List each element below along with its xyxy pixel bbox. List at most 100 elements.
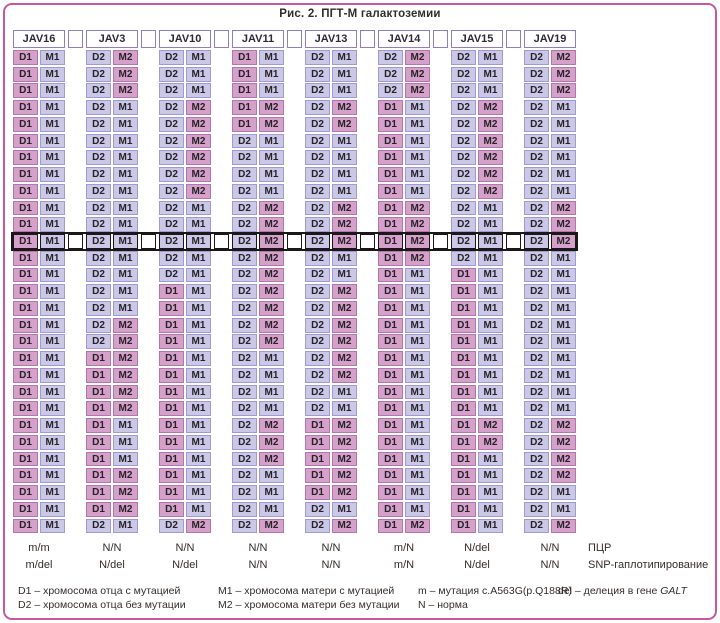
haplotype-pair: D1 M1 xyxy=(159,334,211,350)
column-gap xyxy=(138,184,159,199)
genotype-cell: M2 xyxy=(551,200,576,216)
column-gap xyxy=(211,452,232,467)
genotype-cell: D1 xyxy=(159,418,184,433)
column-gap xyxy=(503,368,524,383)
genotype-cell: M1 xyxy=(259,83,284,99)
genotype-cell: D1 xyxy=(13,485,38,500)
table-row: D1 M1 D2 M1 D2 M2 D2 M1 D2 M1 D1 M1 D2 M2 D2 M1 xyxy=(13,167,576,182)
genotype-cell: D1 xyxy=(13,384,38,400)
column-gap xyxy=(430,502,451,517)
genotype-cell: M1 xyxy=(259,384,284,400)
haplotype-pair: D2 M1 xyxy=(159,250,211,266)
snp-values: m/del N/del N/del N/N N/N m/N N/del N/N xyxy=(13,559,576,571)
column-gap xyxy=(138,251,159,266)
column-gap xyxy=(284,318,305,333)
haplotype-pair: D1 M1 xyxy=(13,485,65,500)
column-gap xyxy=(211,468,232,483)
legend-column-mother: M1 – хромосома матери с мутацией M2 – хро… xyxy=(218,584,400,612)
genotype-cell: D2 xyxy=(378,50,403,65)
column-gap xyxy=(284,134,305,149)
haplotype-pair: D2 M1 xyxy=(305,83,357,99)
genotype-cell: D2 xyxy=(86,150,111,166)
genotype-cell: M1 xyxy=(405,167,430,182)
genotype-cell: M2 xyxy=(332,451,357,467)
genotype-cell: D2 xyxy=(524,66,549,82)
haplotype-pair: D2 M1 xyxy=(524,167,576,182)
column-gap xyxy=(65,83,86,98)
column-gap xyxy=(430,201,451,216)
genotype-cell: M1 xyxy=(40,200,65,216)
genotype-cell: M1 xyxy=(186,485,211,500)
genotype-cell: M2 xyxy=(551,217,576,233)
genotype-cell: D1 xyxy=(378,150,403,166)
genotype-cell: M1 xyxy=(40,317,65,333)
haplotype-pair: D1 M1 xyxy=(13,351,65,367)
genotype-cell: M1 xyxy=(405,501,430,517)
haplotype-pair: D2 M2 xyxy=(451,150,503,166)
haplotype-pair: D2 M1 xyxy=(305,150,357,166)
result-value: m/N xyxy=(393,542,415,554)
genotype-cell: M1 xyxy=(478,501,503,517)
column-gap xyxy=(284,268,305,283)
haplotype-pair: D2 M2 xyxy=(305,234,357,249)
genotype-cell: M1 xyxy=(478,384,503,400)
genotype-cell: M2 xyxy=(332,367,357,383)
genotype-cell: D2 xyxy=(86,183,111,199)
genotype-cell: M1 xyxy=(40,468,65,484)
haplotype-pair: D1 M1 xyxy=(13,83,65,99)
genotype-cell: M2 xyxy=(186,100,211,115)
genotype-cell: D2 xyxy=(86,250,111,266)
haplotype-pair: D2 M1 xyxy=(232,468,284,484)
genotype-cell: M1 xyxy=(332,384,357,400)
column-gap xyxy=(65,301,86,316)
column-gap xyxy=(211,401,232,416)
haplotype-pair: D2 M2 xyxy=(232,317,284,333)
table-row: D1 M1 D2 M1 D2 M2 D2 M1 D2 M1 D1 M1 D2 M2 D2 M1 xyxy=(13,133,576,149)
haplotype-pair: D2 M2 xyxy=(232,200,284,216)
genotype-cell: M2 xyxy=(478,116,503,132)
genotype-cell: M2 xyxy=(332,518,357,534)
genotype-cell: D2 xyxy=(451,200,476,216)
genotype-cell: M1 xyxy=(113,150,138,166)
haplotype-pair: D1 M1 xyxy=(159,434,211,450)
genotype-cell: D1 xyxy=(451,418,476,433)
haplotype-pair: D2 M2 xyxy=(159,518,211,534)
column-gap xyxy=(284,351,305,366)
column-gap xyxy=(357,117,378,132)
column-gap xyxy=(211,167,232,182)
genotype-cell: D2 xyxy=(232,234,257,249)
genotype-cell: D2 xyxy=(232,384,257,400)
table-row: D1 M1 D1 M1 D1 M1 D2 M2 D1 M2 D1 M1 D1 M1 D2 M2 xyxy=(13,451,576,467)
genotype-cell: M1 xyxy=(40,100,65,115)
genotype-cell: D2 xyxy=(451,150,476,166)
result-value: N/del xyxy=(464,542,490,554)
genotype-cell: D2 xyxy=(232,434,257,450)
genotype-cell: D1 xyxy=(451,301,476,316)
haplotype-pair: D1 M1 xyxy=(159,501,211,517)
genotype-cell: D2 xyxy=(305,200,330,216)
haplotype-pair: D2 M1 xyxy=(305,50,357,65)
genotype-cell: D2 xyxy=(232,468,257,484)
genotype-cell: D2 xyxy=(524,434,549,450)
haplotype-pair: D2 M1 xyxy=(524,334,576,350)
haplotype-pair: D1 M2 xyxy=(305,418,357,433)
genotype-cell: D1 xyxy=(232,83,257,99)
genotype-cell: M2 xyxy=(332,301,357,316)
genotype-cell: M2 xyxy=(478,167,503,182)
genotype-cell: M1 xyxy=(405,367,430,383)
genotype-cell: D2 xyxy=(86,234,111,249)
haplotype-pair: D2 M1 xyxy=(305,133,357,149)
column-gap xyxy=(503,50,524,65)
haplotype-pair: D1 M1 xyxy=(451,267,503,283)
column-gap xyxy=(503,485,524,500)
haplotype-pair: D1 M2 xyxy=(305,468,357,484)
genotype-cell: D1 xyxy=(451,401,476,417)
genotype-cell: D1 xyxy=(451,518,476,534)
genotype-cell: D1 xyxy=(159,401,184,417)
genotype-cell: D1 xyxy=(13,418,38,433)
column-gap xyxy=(357,217,378,232)
genotype-cell: D2 xyxy=(159,150,184,166)
genotype-cell: D2 xyxy=(159,234,184,249)
header-gap xyxy=(357,30,378,48)
haplotype-pair: D2 M1 xyxy=(159,200,211,216)
